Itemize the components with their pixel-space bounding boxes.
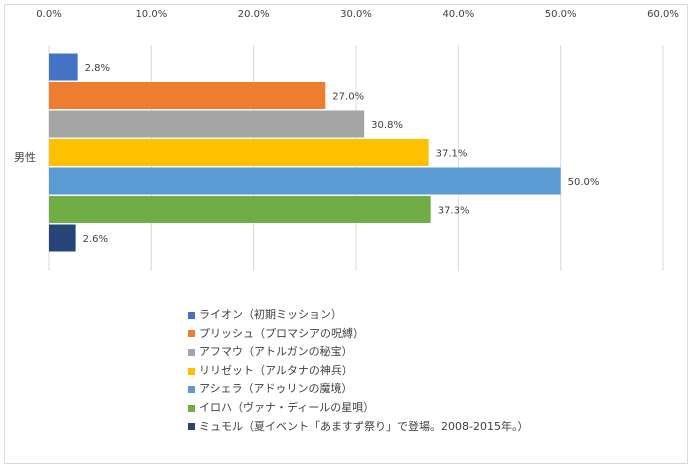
legend-label: リリゼット（アルタナの神兵） xyxy=(199,363,353,377)
bar xyxy=(49,167,561,195)
chart-area xyxy=(4,4,688,464)
bar xyxy=(49,224,76,252)
legend-label: プリッシュ（プロマシアの呪縛） xyxy=(199,326,364,340)
data-label: 2.8% xyxy=(85,63,110,74)
legend-item: ライオン（初期ミッション） xyxy=(188,306,528,325)
x-axis-tick-labels: 0.0% 10.0% 20.0% 30.0% 40.0% 50.0% 60.0% xyxy=(36,9,679,20)
legend-item: イロハ（ヴァナ・ディールの星唄） xyxy=(188,399,528,418)
legend-swatch xyxy=(188,330,195,338)
bar xyxy=(49,110,365,138)
bars xyxy=(49,53,561,252)
data-labels: 2.8% 27.0% 30.8% 37.1% 50.0% 37.3% 2.6% xyxy=(83,63,600,245)
x-tick-label: 0.0% xyxy=(36,9,61,20)
legend-label: ミュモル（夏イベント「あますず祭り」で登場。2008-2015年。） xyxy=(199,419,529,433)
legend-item: アフマウ（アトルガンの秘宝） xyxy=(188,343,528,362)
x-tick-label: 50.0% xyxy=(545,9,577,20)
data-label: 30.8% xyxy=(371,120,403,131)
bar xyxy=(49,82,326,109)
legend-label: イロハ（ヴァナ・ディールの星唄） xyxy=(199,400,375,414)
x-tick-label: 10.0% xyxy=(135,9,167,20)
category-label: 男性 xyxy=(14,150,36,164)
legend-swatch xyxy=(188,348,195,356)
x-tick-label: 20.0% xyxy=(238,9,270,20)
bar xyxy=(49,53,78,81)
x-tick-label: 40.0% xyxy=(442,9,474,20)
legend-swatch xyxy=(188,367,195,375)
x-tick-label: 30.0% xyxy=(340,9,372,20)
legend-item: アシェラ（アドゥリンの魔境） xyxy=(188,380,528,399)
legend: ライオン（初期ミッション） プリッシュ（プロマシアの呪縛） アフマウ（アトルガンの秘… xyxy=(188,306,528,436)
legend-label: アフマウ（アトルガンの秘宝） xyxy=(199,345,353,359)
legend-swatch xyxy=(188,404,195,412)
legend-label: ライオン（初期ミッション） xyxy=(199,308,342,321)
legend-swatch xyxy=(188,423,195,431)
legend-swatch xyxy=(188,386,195,394)
data-label: 2.6% xyxy=(83,234,108,245)
data-label: 37.3% xyxy=(438,206,470,217)
legend-item: リリゼット（アルタナの神兵） xyxy=(188,362,528,381)
legend-label: アシェラ（アドゥリンの魔境） xyxy=(199,382,353,396)
data-label: 27.0% xyxy=(332,92,364,103)
bar xyxy=(49,196,431,223)
legend-item: ミュモル（夏イベント「あますず祭り」で登場。2008-2015年。） xyxy=(188,418,528,437)
data-label: 50.0% xyxy=(568,177,600,188)
legend-swatch xyxy=(188,311,195,319)
data-label: 37.1% xyxy=(436,149,468,160)
legend-item: プリッシュ（プロマシアの呪縛） xyxy=(188,325,528,344)
x-tick-label: 60.0% xyxy=(647,9,679,20)
bar xyxy=(49,139,429,166)
